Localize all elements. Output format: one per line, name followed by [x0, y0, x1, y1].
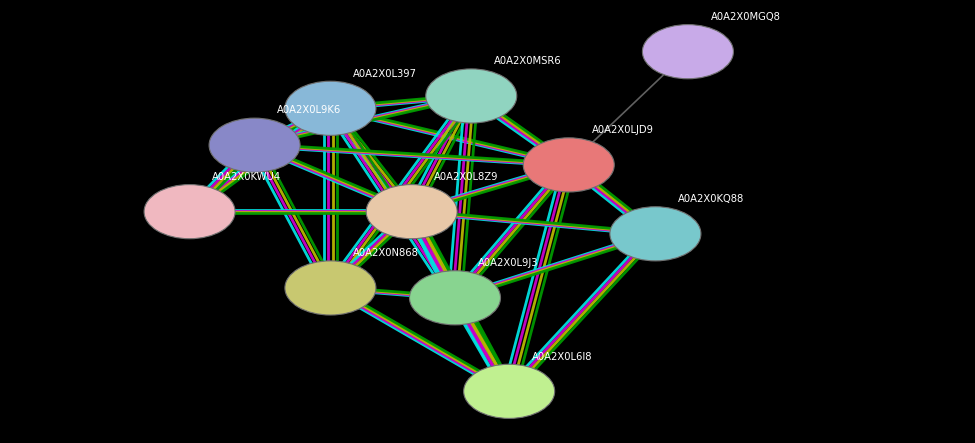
- Ellipse shape: [524, 138, 614, 192]
- Text: A0A2X0L8Z9: A0A2X0L8Z9: [435, 172, 499, 182]
- Ellipse shape: [410, 271, 500, 325]
- Ellipse shape: [610, 207, 701, 261]
- Text: A0A2X0L9K6: A0A2X0L9K6: [277, 105, 341, 116]
- Text: A0A2X0LJD9: A0A2X0LJD9: [592, 125, 653, 135]
- Ellipse shape: [464, 364, 555, 418]
- Ellipse shape: [144, 185, 235, 239]
- Text: A0A2X0N868: A0A2X0N868: [353, 248, 419, 258]
- Ellipse shape: [285, 261, 376, 315]
- Text: A0A2X0MSR6: A0A2X0MSR6: [494, 56, 562, 66]
- Text: A0A2X0L9J3: A0A2X0L9J3: [478, 258, 538, 268]
- Text: A0A2X0MGQ8: A0A2X0MGQ8: [711, 12, 781, 22]
- Text: A0A2X0KQ88: A0A2X0KQ88: [679, 194, 745, 204]
- Ellipse shape: [367, 185, 457, 239]
- Ellipse shape: [426, 69, 517, 123]
- Ellipse shape: [209, 118, 300, 172]
- Text: A0A2X0KWU4: A0A2X0KWU4: [213, 172, 282, 182]
- Text: A0A2X0L6I8: A0A2X0L6I8: [532, 352, 593, 361]
- Text: A0A2X0L397: A0A2X0L397: [353, 69, 417, 78]
- Ellipse shape: [285, 81, 376, 136]
- Ellipse shape: [643, 25, 733, 79]
